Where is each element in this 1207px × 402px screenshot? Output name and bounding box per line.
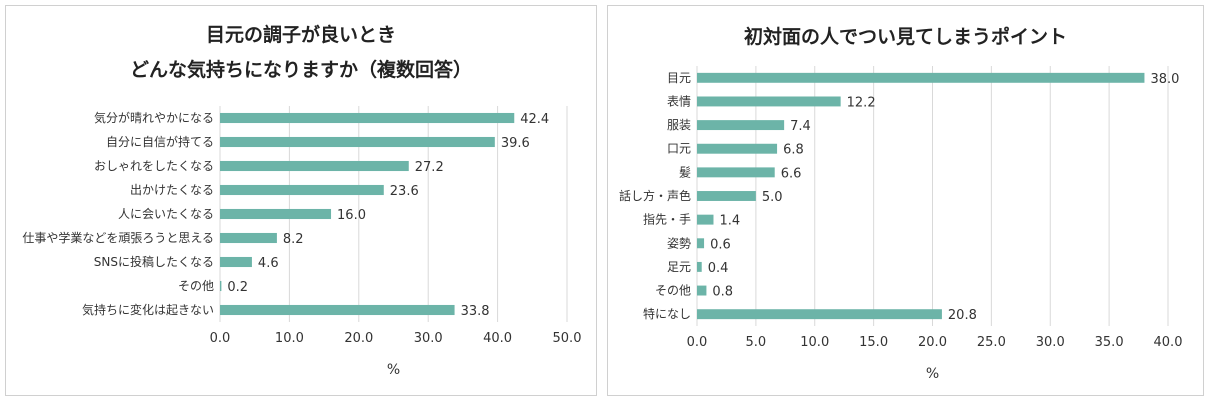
bar-6 bbox=[220, 232, 277, 244]
x-tick-label: 10.0 bbox=[275, 331, 304, 346]
category-label: 指先・手 bbox=[643, 212, 691, 227]
bar-5 bbox=[697, 167, 775, 178]
bar-3 bbox=[697, 120, 785, 131]
bar-10 bbox=[697, 285, 707, 296]
x-axis-label: % bbox=[926, 366, 939, 382]
category-label: 自分に自信が持てる bbox=[106, 134, 214, 149]
bar-7 bbox=[697, 214, 714, 225]
bar-1 bbox=[697, 72, 1145, 83]
data-label: 5.0 bbox=[762, 190, 783, 205]
chart-right-svg: 0.0 5.0 10.0 15.0 20.0 25.0 30.0 35.0 40.0 目元 38.0… bbox=[619, 66, 1183, 382]
data-label: 12.2 bbox=[847, 95, 876, 110]
category-label: その他 bbox=[178, 279, 214, 293]
x-tick-label: 10.0 bbox=[800, 335, 829, 350]
x-tick-label: 30.0 bbox=[414, 331, 443, 346]
data-label: 7.4 bbox=[790, 119, 811, 134]
chart-title-line-1: 目元の調子が良いとき bbox=[205, 24, 396, 46]
category-label: 人に会いたくなる bbox=[118, 207, 214, 221]
data-label: 16.0 bbox=[337, 208, 366, 223]
bar-6 bbox=[697, 191, 756, 201]
bar-5 bbox=[220, 208, 332, 220]
bar-4 bbox=[697, 143, 778, 154]
category-label: 話し方・声色 bbox=[619, 188, 691, 203]
data-label: 8.2 bbox=[283, 232, 304, 247]
category-label: SNSに投稿したくなる bbox=[94, 254, 214, 269]
x-tick-label: 0.0 bbox=[687, 335, 708, 350]
data-label: 6.6 bbox=[781, 166, 802, 181]
x-axis-label: % bbox=[387, 362, 400, 378]
category-label: 髪 bbox=[679, 165, 691, 179]
bar-4 bbox=[220, 184, 384, 196]
data-label: 20.8 bbox=[948, 308, 977, 323]
x-tick-label: 40.0 bbox=[483, 331, 512, 346]
data-label: 1.4 bbox=[719, 214, 740, 229]
chart-panel-right: 初対面の人でつい見てしまうポイント 0.0 5.0 10.0 15.0 20.0 25.0… bbox=[607, 5, 1204, 396]
data-label: 4.6 bbox=[258, 256, 279, 271]
bar-8 bbox=[220, 280, 222, 292]
category-label: 姿勢 bbox=[667, 235, 691, 250]
category-label: おしゃれをしたくなる bbox=[94, 159, 214, 173]
bar-1 bbox=[220, 112, 515, 124]
category-label: 特になし bbox=[643, 306, 691, 321]
category-label: その他 bbox=[655, 284, 691, 298]
category-label: 気分が晴れやかになる bbox=[94, 110, 214, 125]
x-tick-label: 5.0 bbox=[746, 335, 767, 350]
chart-title-line-2: どんな気持ちになりますか（複数回答） bbox=[129, 59, 472, 81]
data-label: 27.2 bbox=[415, 160, 444, 175]
x-tick-label: 15.0 bbox=[859, 335, 888, 350]
bar-3 bbox=[220, 160, 409, 172]
chart-title: 初対面の人でつい見てしまうポイント bbox=[743, 26, 1067, 48]
data-label: 0.4 bbox=[708, 261, 729, 276]
x-tick-label: 20.0 bbox=[344, 331, 373, 346]
x-tick-label: 35.0 bbox=[1095, 335, 1124, 350]
data-label: 42.4 bbox=[520, 112, 549, 127]
bar-2 bbox=[220, 136, 495, 148]
category-label: 出かけたくなる bbox=[130, 183, 214, 197]
category-label: 目元 bbox=[667, 71, 691, 85]
data-label: 0.2 bbox=[227, 280, 248, 295]
bar-11 bbox=[697, 309, 942, 320]
data-label: 33.8 bbox=[461, 304, 490, 319]
category-label: 足元 bbox=[667, 260, 691, 274]
category-label: 服装 bbox=[667, 118, 691, 132]
x-tick-label: 20.0 bbox=[918, 335, 947, 350]
x-tick-label: 40.0 bbox=[1154, 335, 1183, 350]
category-label: 口元 bbox=[667, 142, 691, 156]
chart-panel-left: 目元の調子が良いとき どんな気持ちになりますか（複数回答） 0.0 10.0 20.… bbox=[5, 5, 597, 396]
category-label: 仕事や学業などを頑張ろうと思える bbox=[22, 230, 214, 245]
chart-left-svg: 0.0 10.0 20.0 30.0 40.0 50.0 気分が晴れやかになる 42.4 自分に… bbox=[22, 106, 582, 378]
bar-2 bbox=[697, 96, 841, 107]
data-label: 6.8 bbox=[783, 143, 804, 158]
data-label: 39.6 bbox=[501, 136, 530, 151]
x-tick-label: 30.0 bbox=[1036, 335, 1065, 350]
data-label: 0.6 bbox=[710, 237, 731, 252]
bar-9 bbox=[220, 304, 455, 316]
x-tick-label: 50.0 bbox=[553, 331, 582, 346]
data-label: 23.6 bbox=[390, 184, 419, 199]
x-tick-label: 25.0 bbox=[977, 335, 1006, 350]
bar-8 bbox=[697, 238, 705, 249]
bar-7 bbox=[220, 256, 252, 268]
bar-9 bbox=[697, 261, 702, 272]
data-label: 38.0 bbox=[1150, 72, 1179, 87]
data-label: 0.8 bbox=[712, 285, 733, 300]
category-label: 表情 bbox=[667, 94, 691, 108]
category-label: 気持ちに変化は起きない bbox=[82, 302, 214, 317]
x-tick-label: 0.0 bbox=[210, 331, 231, 346]
